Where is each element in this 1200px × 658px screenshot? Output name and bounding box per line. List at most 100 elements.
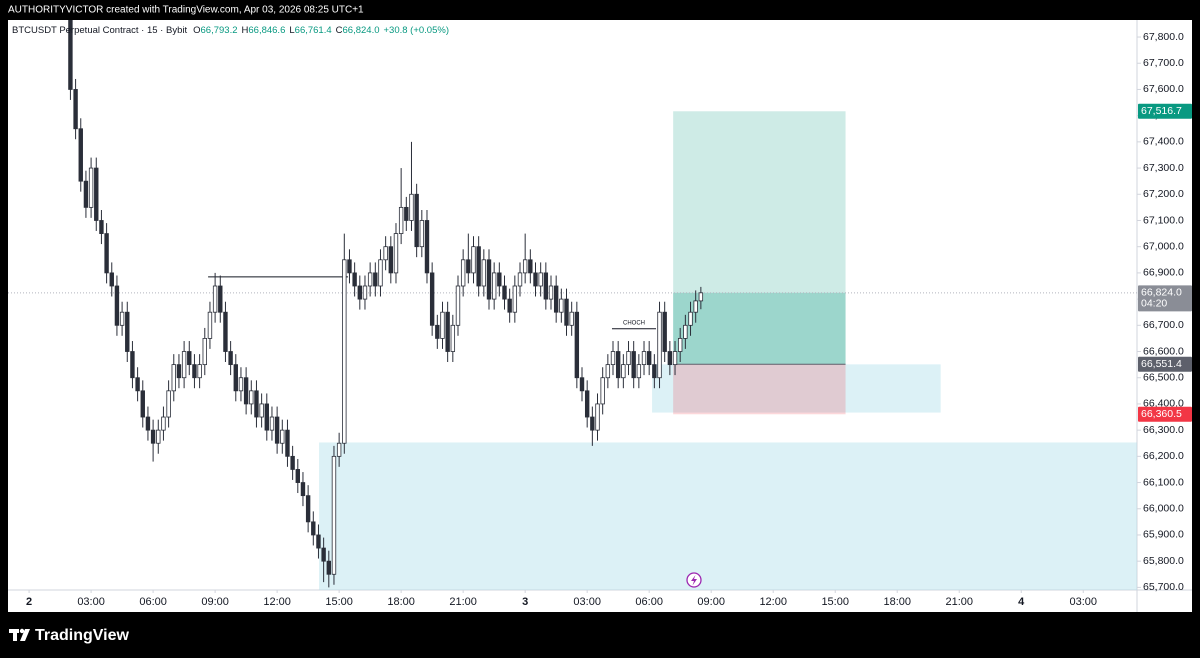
- candle-body: [73, 89, 78, 130]
- x-tick-label: 03:00: [77, 596, 105, 608]
- candle-body: [99, 220, 104, 234]
- y-tick-label: 67,400.0: [1143, 136, 1184, 148]
- candle-body: [94, 167, 99, 221]
- y-tick-label: 67,800.0: [1143, 31, 1184, 43]
- x-tick-label: 18:00: [387, 596, 415, 608]
- zone: [652, 364, 941, 413]
- candle-body: [140, 390, 145, 418]
- candle-body: [559, 298, 564, 313]
- candle-body: [125, 311, 130, 352]
- x-tick-label: 06:00: [139, 596, 167, 608]
- candle-body: [564, 298, 569, 326]
- candle-body: [590, 416, 595, 431]
- zone: [319, 442, 1137, 590]
- y-tick-label: 67,300.0: [1143, 162, 1184, 174]
- candle-body: [641, 351, 647, 366]
- x-tick-label: 03:00: [573, 596, 601, 608]
- legend-value: 66,846.6: [248, 25, 285, 36]
- candle-body: [600, 377, 605, 405]
- candle-body: [621, 364, 626, 379]
- candle-body: [693, 300, 698, 313]
- candle-body: [445, 311, 450, 352]
- candle-body: [636, 364, 642, 379]
- candle-body: [414, 193, 419, 248]
- x-tick-label: 06:00: [635, 596, 663, 608]
- x-tick-label: 09:00: [201, 596, 229, 608]
- candle-body: [440, 311, 445, 339]
- y-tick-label: 66,100.0: [1143, 476, 1184, 488]
- candle-body: [481, 259, 487, 287]
- y-tick-label: 66,300.0: [1143, 424, 1184, 436]
- candle-body: [610, 351, 616, 366]
- candle-body: [404, 206, 409, 221]
- candle-body: [274, 416, 280, 444]
- candle-body: [528, 259, 533, 274]
- candle-body: [605, 364, 611, 379]
- y-tick-label: 66,400.0: [1143, 398, 1184, 410]
- y-tick-label: 66,200.0: [1143, 450, 1184, 462]
- candle-body: [491, 272, 497, 300]
- x-tick-label: 12:00: [759, 596, 787, 608]
- candle-body: [383, 246, 388, 261]
- candle-body: [435, 324, 440, 339]
- candle-body: [652, 364, 657, 379]
- time-axis: [8, 590, 1192, 612]
- candle-body: [207, 311, 213, 339]
- candle-body: [212, 285, 218, 313]
- candle-body: [166, 390, 171, 418]
- candle-body: [114, 285, 120, 326]
- candle-body: [336, 442, 342, 457]
- candle-body: [218, 285, 223, 313]
- brand-name: TradingView: [35, 627, 130, 644]
- entry-price-tag: [1138, 356, 1192, 372]
- legend-key: O: [193, 25, 200, 36]
- x-tick-label: 21:00: [449, 596, 477, 608]
- last-price-tag-label: 66,824.0: [1141, 287, 1182, 299]
- candle-body: [538, 272, 543, 287]
- brand-logo: [9, 628, 30, 641]
- stop-zone: [673, 364, 846, 415]
- candle-body: [553, 285, 559, 313]
- candle-body: [429, 272, 435, 326]
- candle-body: [280, 429, 285, 444]
- candle-body: [569, 311, 574, 326]
- candle-body: [533, 272, 538, 287]
- candle-body: [181, 351, 187, 379]
- last-price-tag: [1138, 285, 1192, 312]
- candle-body: [388, 246, 394, 274]
- candle-body: [135, 377, 140, 392]
- candle-body: [243, 377, 249, 405]
- candle-body: [398, 206, 404, 234]
- x-tick-label: 09:00: [697, 596, 725, 608]
- target-price-tag-label: 67,516.7: [1141, 105, 1182, 117]
- legend-key: L: [289, 25, 294, 36]
- candle-body: [176, 364, 182, 379]
- header-text: AUTHORITYVICTOR created with TradingView…: [8, 5, 364, 16]
- x-tick-label: 3: [522, 596, 528, 608]
- candle-body: [238, 377, 244, 392]
- candle-body: [615, 351, 621, 379]
- candle-body: [662, 311, 667, 352]
- y-tick-label: 65,900.0: [1143, 529, 1184, 541]
- y-tick-label: 65,800.0: [1143, 555, 1184, 567]
- candle-body: [378, 259, 383, 287]
- candle-body: [300, 482, 306, 497]
- candle-body: [574, 311, 580, 379]
- candle-body: [228, 351, 233, 366]
- candle-body: [290, 455, 295, 470]
- candle-body: [331, 455, 337, 575]
- candle-body: [83, 180, 89, 208]
- candle-body: [466, 259, 471, 274]
- candle-body: [362, 285, 368, 300]
- candle-body: [657, 311, 662, 379]
- candle-body: [347, 259, 352, 274]
- candle-body: [264, 403, 269, 431]
- candle-body: [305, 495, 311, 523]
- candle-body: [672, 351, 678, 366]
- candle-body: [78, 128, 83, 182]
- candle-body: [688, 311, 693, 326]
- legend-value: 66,761.4: [295, 25, 332, 36]
- candle-body: [254, 390, 259, 418]
